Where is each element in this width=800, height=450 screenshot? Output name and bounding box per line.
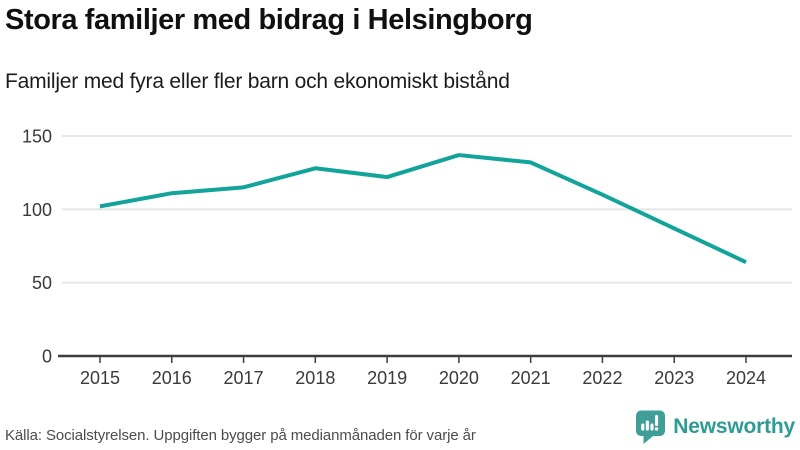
chart-title: Stora familjer med bidrag i Helsingborg: [5, 4, 533, 36]
source-note: Källa: Socialstyrelsen. Uppgiften bygger…: [5, 427, 476, 444]
newsworthy-logo[interactable]: Newsworthy: [635, 410, 795, 444]
data-line: [99, 153, 747, 264]
x-axis-label: 2024: [726, 368, 766, 388]
y-axis-label: 0: [42, 347, 52, 367]
newsworthy-logo-text: Newsworthy: [673, 415, 795, 438]
x-axis-label: 2022: [582, 368, 622, 388]
y-axis-label: 50: [32, 273, 52, 293]
logo-bar-3: [650, 423, 654, 431]
x-axis-label: 2023: [654, 368, 694, 388]
x-axis-label: 2015: [80, 368, 120, 388]
chart-subtitle: Familjer med fyra eller fler barn och ek…: [5, 70, 510, 93]
y-axis-label: 100: [22, 200, 52, 220]
logo-bar-1: [641, 423, 645, 431]
x-axis-label: 2020: [439, 368, 479, 388]
x-axis-label: 2017: [224, 368, 264, 388]
x-axis-label: 2016: [152, 368, 192, 388]
logo-exclamation-bar: [655, 415, 659, 426]
y-axis-label: 150: [22, 127, 52, 147]
x-axis-label: 2018: [295, 368, 335, 388]
x-axis-label: 2019: [367, 368, 407, 388]
logo-exclamation-dot: [655, 427, 659, 431]
newsworthy-logo-icon: [636, 410, 666, 444]
logo-bar-2: [646, 420, 650, 431]
x-axis-label: 2021: [511, 368, 551, 388]
